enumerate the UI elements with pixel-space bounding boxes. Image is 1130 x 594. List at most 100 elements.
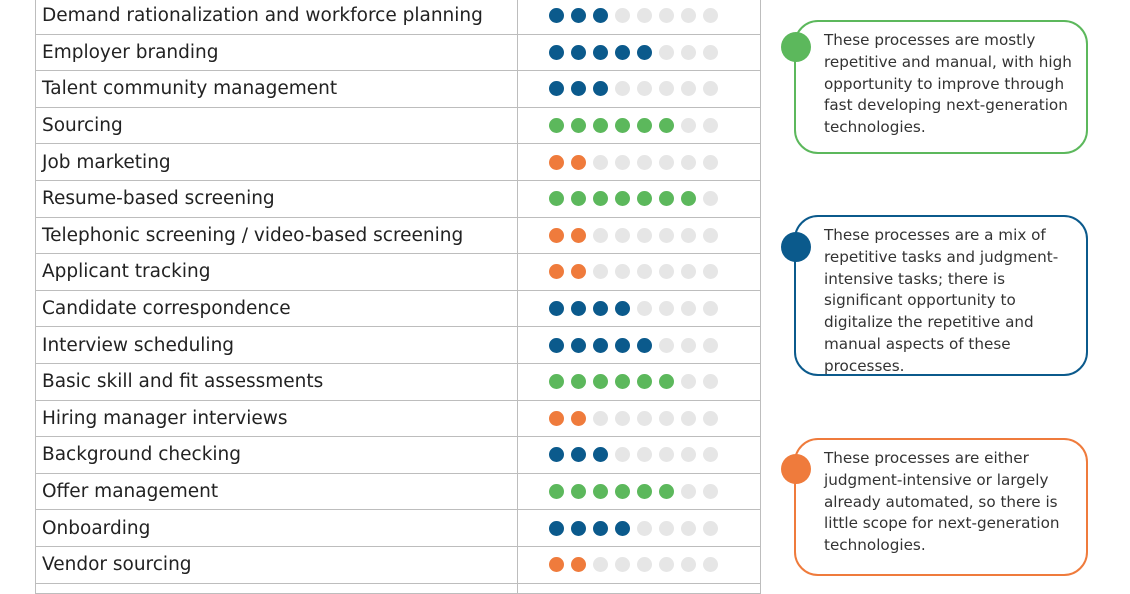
rating-dot-filled xyxy=(637,337,652,353)
rating-dot-empty xyxy=(637,264,652,280)
rating-dots xyxy=(518,557,718,573)
rating-dots xyxy=(518,520,718,536)
rating-dots xyxy=(518,484,718,500)
rating-dot-filled xyxy=(659,374,674,390)
table-row: Sourcing xyxy=(36,107,760,145)
rating-dot-empty xyxy=(703,410,718,426)
table-row: Onboarding xyxy=(36,510,760,547)
rating-dot-filled xyxy=(571,484,586,500)
rating-dot-empty xyxy=(637,154,652,170)
rating-dot-empty xyxy=(703,557,718,573)
table-row: Talent community management xyxy=(36,71,760,108)
rating-dot-empty xyxy=(659,337,674,353)
table-row: Job marketing xyxy=(36,144,760,181)
rating-dot-empty xyxy=(615,81,630,97)
rating-dot-filled xyxy=(593,44,608,60)
rating-dot-empty xyxy=(659,8,674,24)
rating-dot-filled xyxy=(615,191,630,207)
rating-dots xyxy=(518,227,718,243)
rating-dot-empty xyxy=(659,154,674,170)
rating-dot-filled xyxy=(615,44,630,60)
rating-dot-empty xyxy=(681,8,696,24)
rating-dot-filled xyxy=(659,484,674,500)
rating-dot-empty xyxy=(681,154,696,170)
process-label: Basic skill and fit assessments xyxy=(36,363,518,400)
rating-dot-empty xyxy=(703,8,718,24)
rating-dot-empty xyxy=(615,410,630,426)
process-label: Onboarding xyxy=(36,510,518,546)
rating-dot-filled xyxy=(659,118,674,134)
rating-dot-filled xyxy=(571,410,586,426)
rating-dot-empty xyxy=(681,44,696,60)
rating-dot-empty xyxy=(681,118,696,134)
rating-dot-filled xyxy=(549,410,564,426)
rating-dot-empty xyxy=(659,227,674,243)
rating-dot-filled xyxy=(571,447,586,463)
rating-dot-filled xyxy=(615,484,630,500)
process-label: Job marketing xyxy=(36,144,518,180)
rating-dot-empty xyxy=(637,447,652,463)
rating-dot-filled xyxy=(549,81,564,97)
rating-dot-empty xyxy=(681,410,696,426)
rating-dot-empty xyxy=(637,81,652,97)
rating-dot-empty xyxy=(703,118,718,134)
table-row: Candidate correspondence xyxy=(36,290,760,328)
rating-dot-empty xyxy=(637,301,652,317)
legend-text-orange: These processes are either judgment-inte… xyxy=(824,449,1060,555)
rating-dot-empty xyxy=(593,227,608,243)
rating-dot-empty xyxy=(637,557,652,573)
rating-dots xyxy=(518,44,718,60)
rating-dot-empty xyxy=(615,227,630,243)
table-row: Demand rationalization and workforce pla… xyxy=(36,0,760,35)
rating-dot-empty xyxy=(703,154,718,170)
rating-dots xyxy=(518,410,718,426)
table-row: Employer branding xyxy=(36,34,760,72)
rating-dot-empty xyxy=(703,44,718,60)
process-label: Hiring manager interviews xyxy=(36,400,518,437)
rating-dot-filled xyxy=(571,191,586,207)
rating-dot-empty xyxy=(703,301,718,317)
table-row-partial xyxy=(36,583,760,594)
rating-dot-filled xyxy=(615,301,630,317)
table-row: Hiring manager interviews xyxy=(36,400,760,438)
process-label: Talent community management xyxy=(36,71,518,107)
rating-dot-empty xyxy=(703,337,718,353)
process-label: Sourcing xyxy=(36,107,518,144)
rating-dot-filled xyxy=(549,301,564,317)
rating-dots xyxy=(518,301,718,317)
rating-dot-filled xyxy=(593,118,608,134)
table-row: Resume-based screening xyxy=(36,180,760,218)
table-row: Offer management xyxy=(36,473,760,511)
rating-dot-empty xyxy=(681,447,696,463)
rating-dots xyxy=(518,374,718,390)
rating-dot-filled xyxy=(549,484,564,500)
rating-dot-empty xyxy=(703,264,718,280)
rating-dot-filled xyxy=(549,227,564,243)
rating-dot-empty xyxy=(659,44,674,60)
rating-dot-empty xyxy=(703,374,718,390)
process-label: Applicant tracking xyxy=(36,254,518,290)
rating-dot-filled xyxy=(571,8,586,24)
rating-dot-empty xyxy=(681,81,696,97)
process-label-empty xyxy=(36,583,518,593)
rating-dot-empty xyxy=(703,81,718,97)
rating-dot-filled xyxy=(571,118,586,134)
rating-dot-filled xyxy=(571,557,586,573)
rating-dot-filled xyxy=(615,337,630,353)
rating-dot-filled xyxy=(549,337,564,353)
rating-dot-filled xyxy=(593,191,608,207)
rating-dot-filled xyxy=(593,447,608,463)
rating-dot-filled xyxy=(549,447,564,463)
rating-dot-empty xyxy=(659,557,674,573)
rating-dot-empty xyxy=(703,484,718,500)
legend-text-green: These processes are mostly repetitive an… xyxy=(824,31,1072,137)
rating-dots xyxy=(518,191,718,207)
rating-dot-filled xyxy=(659,191,674,207)
rating-dot-empty xyxy=(681,301,696,317)
process-table: Demand rationalization and workforce pla… xyxy=(35,0,761,594)
rating-dots xyxy=(518,337,718,353)
rating-dots xyxy=(518,8,718,24)
rating-dot-filled xyxy=(637,484,652,500)
rating-dots xyxy=(518,264,718,280)
rating-dot-filled xyxy=(593,337,608,353)
